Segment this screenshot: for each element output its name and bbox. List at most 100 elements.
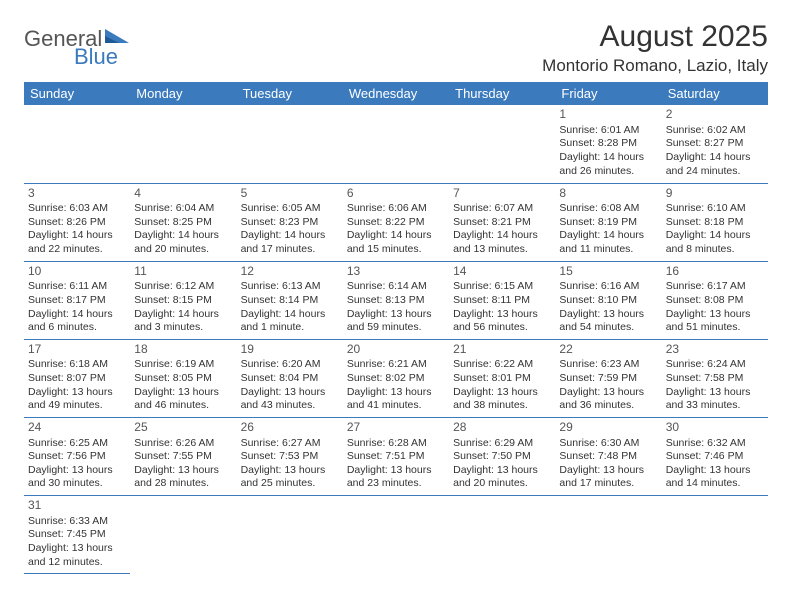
calendar-cell: 29Sunrise: 6:30 AMSunset: 7:48 PMDayligh…	[555, 417, 661, 495]
sunrise-text: Sunrise: 6:15 AM	[453, 280, 551, 294]
dow-friday: Friday	[555, 82, 661, 105]
daylight-text: Daylight: 14 hours	[559, 151, 657, 165]
sunrise-text: Sunrise: 6:33 AM	[28, 515, 126, 529]
calendar-week: 10Sunrise: 6:11 AMSunset: 8:17 PMDayligh…	[24, 261, 768, 339]
calendar-cell: 26Sunrise: 6:27 AMSunset: 7:53 PMDayligh…	[237, 417, 343, 495]
calendar-cell: 4Sunrise: 6:04 AMSunset: 8:25 PMDaylight…	[130, 183, 236, 261]
sunrise-text: Sunrise: 6:02 AM	[666, 124, 764, 138]
sunrise-text: Sunrise: 6:03 AM	[28, 202, 126, 216]
calendar-cell: 23Sunrise: 6:24 AMSunset: 7:58 PMDayligh…	[662, 339, 768, 417]
calendar-page: General Blue August 2025 Montorio Romano…	[0, 0, 792, 594]
calendar-week: 24Sunrise: 6:25 AMSunset: 7:56 PMDayligh…	[24, 417, 768, 495]
sunrise-text: Sunrise: 6:01 AM	[559, 124, 657, 138]
sunrise-text: Sunrise: 6:26 AM	[134, 437, 232, 451]
sunrise-text: Sunrise: 6:24 AM	[666, 358, 764, 372]
daylight-text-cont: and 38 minutes.	[453, 399, 551, 413]
day-number: 25	[134, 420, 232, 436]
dow-monday: Monday	[130, 82, 236, 105]
day-number: 12	[241, 264, 339, 280]
daylight-text: Daylight: 14 hours	[347, 229, 445, 243]
sunset-text: Sunset: 8:01 PM	[453, 372, 551, 386]
daylight-text: Daylight: 13 hours	[666, 308, 764, 322]
title-block: August 2025 Montorio Romano, Lazio, Ital…	[542, 20, 768, 76]
calendar-week: 17Sunrise: 6:18 AMSunset: 8:07 PMDayligh…	[24, 339, 768, 417]
calendar-cell: 7Sunrise: 6:07 AMSunset: 8:21 PMDaylight…	[449, 183, 555, 261]
sunset-text: Sunset: 8:18 PM	[666, 216, 764, 230]
sunrise-text: Sunrise: 6:10 AM	[666, 202, 764, 216]
daylight-text-cont: and 26 minutes.	[559, 165, 657, 179]
calendar-cell: 5Sunrise: 6:05 AMSunset: 8:23 PMDaylight…	[237, 183, 343, 261]
sunrise-text: Sunrise: 6:32 AM	[666, 437, 764, 451]
logo-word2: Blue	[74, 44, 118, 70]
day-number: 27	[347, 420, 445, 436]
calendar-cell: 28Sunrise: 6:29 AMSunset: 7:50 PMDayligh…	[449, 417, 555, 495]
sunset-text: Sunset: 8:04 PM	[241, 372, 339, 386]
calendar-cell	[449, 496, 555, 574]
daylight-text: Daylight: 14 hours	[241, 308, 339, 322]
daylight-text-cont: and 25 minutes.	[241, 477, 339, 491]
calendar-cell: 3Sunrise: 6:03 AMSunset: 8:26 PMDaylight…	[24, 183, 130, 261]
daylight-text-cont: and 8 minutes.	[666, 243, 764, 257]
sunset-text: Sunset: 7:46 PM	[666, 450, 764, 464]
calendar-cell	[662, 496, 768, 574]
calendar-cell: 1Sunrise: 6:01 AMSunset: 8:28 PMDaylight…	[555, 105, 661, 183]
calendar-table: Sunday Monday Tuesday Wednesday Thursday…	[24, 82, 768, 574]
day-number: 23	[666, 342, 764, 358]
day-number: 30	[666, 420, 764, 436]
daylight-text: Daylight: 13 hours	[666, 386, 764, 400]
dow-sunday: Sunday	[24, 82, 130, 105]
calendar-cell: 20Sunrise: 6:21 AMSunset: 8:02 PMDayligh…	[343, 339, 449, 417]
location: Montorio Romano, Lazio, Italy	[542, 56, 768, 76]
sunset-text: Sunset: 8:07 PM	[28, 372, 126, 386]
daylight-text: Daylight: 14 hours	[241, 229, 339, 243]
sunrise-text: Sunrise: 6:06 AM	[347, 202, 445, 216]
daylight-text-cont: and 23 minutes.	[347, 477, 445, 491]
sunset-text: Sunset: 8:14 PM	[241, 294, 339, 308]
weekday-header-row: Sunday Monday Tuesday Wednesday Thursday…	[24, 82, 768, 105]
sunset-text: Sunset: 8:08 PM	[666, 294, 764, 308]
sunset-text: Sunset: 8:11 PM	[453, 294, 551, 308]
day-number: 29	[559, 420, 657, 436]
calendar-cell: 8Sunrise: 6:08 AMSunset: 8:19 PMDaylight…	[555, 183, 661, 261]
daylight-text: Daylight: 13 hours	[559, 308, 657, 322]
dow-tuesday: Tuesday	[237, 82, 343, 105]
calendar-cell: 18Sunrise: 6:19 AMSunset: 8:05 PMDayligh…	[130, 339, 236, 417]
daylight-text-cont: and 41 minutes.	[347, 399, 445, 413]
calendar-cell: 16Sunrise: 6:17 AMSunset: 8:08 PMDayligh…	[662, 261, 768, 339]
daylight-text: Daylight: 14 hours	[666, 151, 764, 165]
daylight-text: Daylight: 13 hours	[453, 308, 551, 322]
calendar-cell: 13Sunrise: 6:14 AMSunset: 8:13 PMDayligh…	[343, 261, 449, 339]
sunrise-text: Sunrise: 6:12 AM	[134, 280, 232, 294]
calendar-cell: 22Sunrise: 6:23 AMSunset: 7:59 PMDayligh…	[555, 339, 661, 417]
daylight-text: Daylight: 13 hours	[453, 386, 551, 400]
sunrise-text: Sunrise: 6:20 AM	[241, 358, 339, 372]
daylight-text-cont: and 6 minutes.	[28, 321, 126, 335]
day-number: 9	[666, 186, 764, 202]
daylight-text: Daylight: 13 hours	[134, 386, 232, 400]
calendar-cell: 17Sunrise: 6:18 AMSunset: 8:07 PMDayligh…	[24, 339, 130, 417]
daylight-text-cont: and 15 minutes.	[347, 243, 445, 257]
daylight-text-cont: and 20 minutes.	[453, 477, 551, 491]
daylight-text: Daylight: 13 hours	[347, 464, 445, 478]
sunrise-text: Sunrise: 6:25 AM	[28, 437, 126, 451]
calendar-week: 3Sunrise: 6:03 AMSunset: 8:26 PMDaylight…	[24, 183, 768, 261]
sunrise-text: Sunrise: 6:07 AM	[453, 202, 551, 216]
daylight-text: Daylight: 13 hours	[241, 464, 339, 478]
sunrise-text: Sunrise: 6:23 AM	[559, 358, 657, 372]
calendar-cell: 31Sunrise: 6:33 AMSunset: 7:45 PMDayligh…	[24, 496, 130, 574]
sunrise-text: Sunrise: 6:14 AM	[347, 280, 445, 294]
calendar-cell: 21Sunrise: 6:22 AMSunset: 8:01 PMDayligh…	[449, 339, 555, 417]
day-number: 6	[347, 186, 445, 202]
dow-wednesday: Wednesday	[343, 82, 449, 105]
calendar-cell	[24, 105, 130, 183]
calendar-cell: 10Sunrise: 6:11 AMSunset: 8:17 PMDayligh…	[24, 261, 130, 339]
daylight-text-cont: and 11 minutes.	[559, 243, 657, 257]
calendar-cell: 19Sunrise: 6:20 AMSunset: 8:04 PMDayligh…	[237, 339, 343, 417]
daylight-text-cont: and 56 minutes.	[453, 321, 551, 335]
daylight-text-cont: and 49 minutes.	[28, 399, 126, 413]
day-number: 16	[666, 264, 764, 280]
daylight-text: Daylight: 14 hours	[28, 308, 126, 322]
calendar-cell: 30Sunrise: 6:32 AMSunset: 7:46 PMDayligh…	[662, 417, 768, 495]
daylight-text: Daylight: 13 hours	[28, 464, 126, 478]
calendar-week: 31Sunrise: 6:33 AMSunset: 7:45 PMDayligh…	[24, 496, 768, 574]
